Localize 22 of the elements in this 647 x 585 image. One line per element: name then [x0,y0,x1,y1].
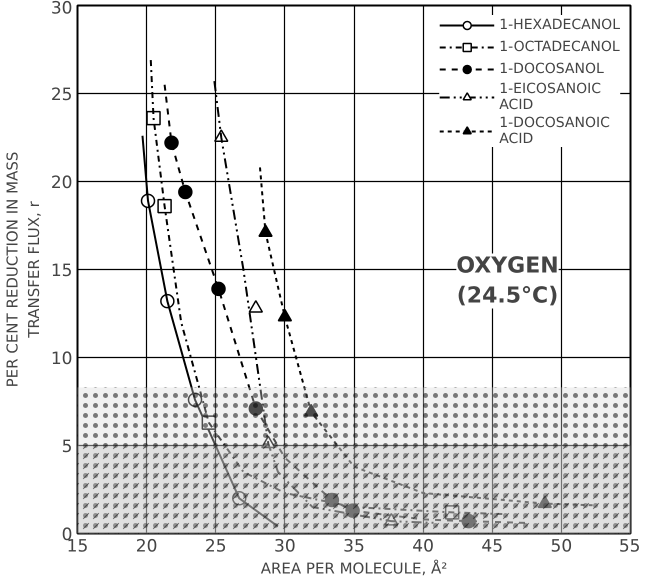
x-tick-label: 45 [481,536,504,556]
legend-label: 1-EICOSANOIC ACID [499,81,602,113]
x-tick-label: 30 [274,536,296,556]
x-tick-label: 25 [204,536,227,556]
y-tick-label: 10 [50,349,73,369]
x-axis-title: AREA PER MOLECULE, Å² [260,560,448,578]
x-tick-label: 35 [343,536,365,556]
legend-label: 1-HEXADECANOL [499,17,620,33]
y-tick-label: 5 [62,437,73,457]
y-tick-label: 25 [50,85,73,105]
y-tick-label: 30 [50,0,73,18]
x-tick-label: 20 [136,536,158,556]
x-tick-label: 50 [550,536,572,556]
legend-label: 1-DOCOSANOIC ACID [499,115,610,147]
y-tick-label: 15 [50,261,73,281]
legend-label: 1-OCTADECANOL [499,39,620,55]
y-tick-label: 20 [50,173,73,193]
annotation: OXYGEN (24.5°C) [456,254,559,308]
x-tick-label: 40 [412,536,434,556]
x-tick-label: 55 [618,536,641,556]
y-axis-title: PER CENT REDUCTION IN MASS TRANSFER FLUX, r [3,152,43,388]
legend-label: 1-DOCOSANOL [499,61,604,77]
